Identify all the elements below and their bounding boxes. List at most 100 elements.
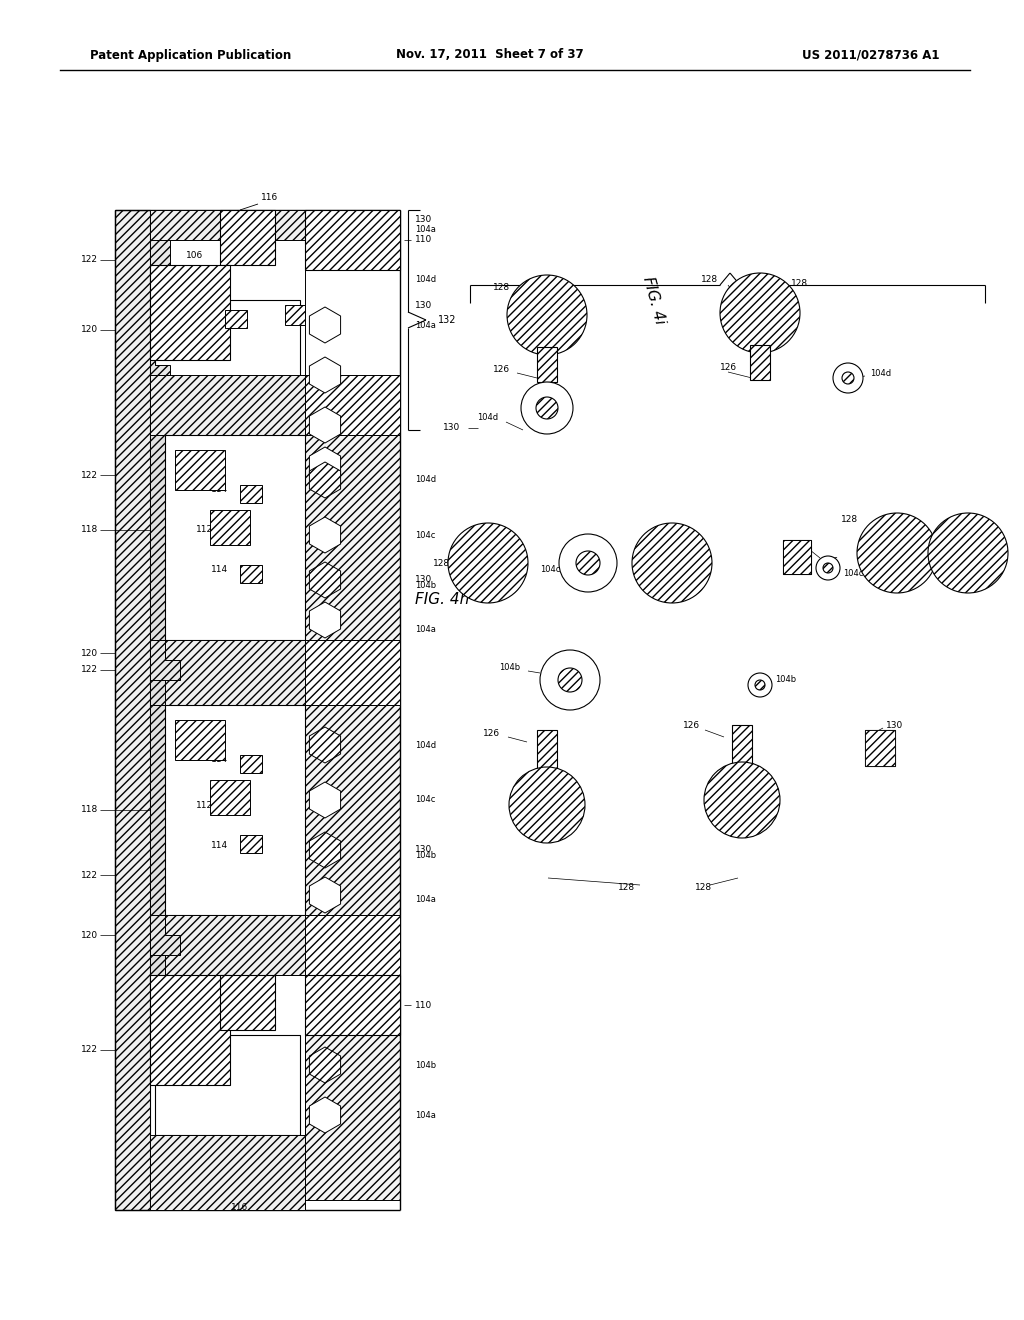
Text: 128: 128	[695, 883, 713, 892]
Circle shape	[449, 523, 528, 603]
Text: 128: 128	[494, 284, 511, 293]
Text: 128: 128	[433, 558, 450, 568]
Text: 126: 126	[493, 366, 510, 375]
Text: 104a: 104a	[415, 226, 436, 235]
Bar	[150, 210, 305, 240]
Circle shape	[823, 564, 833, 573]
Text: 104b: 104b	[415, 1060, 436, 1069]
Polygon shape	[309, 308, 341, 343]
Bar	[210, 780, 250, 814]
Polygon shape	[309, 356, 341, 393]
Circle shape	[720, 273, 800, 352]
Text: 118: 118	[81, 525, 98, 535]
Text: US 2011/0278736 A1: US 2011/0278736 A1	[803, 49, 940, 62]
Bar	[305, 915, 400, 975]
Circle shape	[748, 673, 772, 697]
Text: 122: 122	[81, 870, 98, 879]
Bar	[150, 975, 230, 1085]
Bar	[115, 210, 150, 1210]
Text: FIG. 4i: FIG. 4i	[640, 275, 668, 326]
Text: 130: 130	[599, 556, 616, 565]
Text: 126: 126	[683, 722, 700, 730]
Bar	[750, 345, 770, 380]
Text: 110: 110	[415, 235, 432, 244]
Text: 116: 116	[261, 194, 279, 202]
Circle shape	[857, 513, 937, 593]
Text: 128: 128	[617, 883, 635, 892]
Polygon shape	[309, 1047, 341, 1082]
Bar	[150, 705, 165, 915]
Bar	[150, 640, 400, 705]
Text: 116: 116	[174, 726, 191, 734]
Bar	[537, 730, 557, 770]
Bar	[155, 300, 300, 465]
Polygon shape	[309, 407, 341, 444]
Circle shape	[558, 668, 582, 692]
Text: 106: 106	[186, 1006, 204, 1015]
Text: 104d: 104d	[415, 276, 436, 285]
Text: 104b: 104b	[775, 676, 796, 685]
Bar	[165, 705, 305, 915]
Text: 130: 130	[415, 576, 432, 585]
Circle shape	[559, 535, 617, 591]
Text: 126: 126	[483, 729, 500, 738]
Bar	[210, 510, 250, 545]
Text: 130: 130	[415, 215, 432, 224]
Bar	[240, 565, 262, 583]
Polygon shape	[309, 562, 341, 598]
Text: 120: 120	[81, 931, 98, 940]
Circle shape	[816, 556, 840, 579]
Polygon shape	[309, 876, 341, 913]
Polygon shape	[150, 975, 170, 1035]
Bar	[240, 484, 262, 503]
Circle shape	[928, 513, 1008, 593]
Circle shape	[536, 397, 558, 418]
Text: 128: 128	[700, 276, 718, 285]
Text: 104a: 104a	[415, 1110, 436, 1119]
Text: 122: 122	[81, 256, 98, 264]
Bar	[175, 719, 225, 760]
Text: Nov. 17, 2011  Sheet 7 of 37: Nov. 17, 2011 Sheet 7 of 37	[396, 49, 584, 62]
Circle shape	[755, 680, 765, 690]
Bar	[537, 347, 557, 381]
Text: 114: 114	[211, 486, 228, 495]
Circle shape	[507, 275, 587, 355]
Text: 128: 128	[792, 279, 809, 288]
Bar	[305, 975, 400, 1035]
Text: 130: 130	[886, 721, 903, 730]
Bar	[240, 755, 262, 774]
Polygon shape	[150, 240, 170, 300]
Text: 114: 114	[211, 841, 228, 850]
Text: 122: 122	[81, 470, 98, 479]
Text: 104c: 104c	[540, 565, 560, 574]
Text: 128: 128	[841, 516, 858, 524]
Text: 104b: 104b	[415, 581, 436, 590]
Bar	[305, 210, 400, 271]
Polygon shape	[150, 335, 170, 375]
Text: 104d: 104d	[415, 475, 436, 484]
Text: 112: 112	[197, 525, 214, 535]
Bar	[865, 730, 895, 766]
Text: Patent Application Publication: Patent Application Publication	[90, 49, 291, 62]
Circle shape	[842, 372, 854, 384]
Polygon shape	[150, 915, 180, 954]
Text: 104b: 104b	[499, 664, 520, 672]
Text: 130: 130	[415, 301, 432, 309]
Bar	[305, 375, 400, 436]
Bar	[220, 210, 275, 265]
Bar	[150, 265, 230, 360]
Text: FIG. 4h: FIG. 4h	[415, 593, 469, 607]
Bar	[155, 1035, 300, 1135]
Text: 104d: 104d	[415, 741, 436, 750]
Bar	[150, 1135, 305, 1210]
Bar	[732, 725, 752, 766]
Polygon shape	[309, 602, 341, 638]
Polygon shape	[309, 517, 341, 553]
Text: 106: 106	[186, 251, 204, 260]
Text: 104d: 104d	[477, 413, 498, 422]
Bar	[783, 540, 811, 574]
Text: 120: 120	[81, 648, 98, 657]
Text: 132: 132	[438, 315, 457, 325]
Circle shape	[509, 767, 585, 843]
Text: 126: 126	[822, 557, 839, 566]
